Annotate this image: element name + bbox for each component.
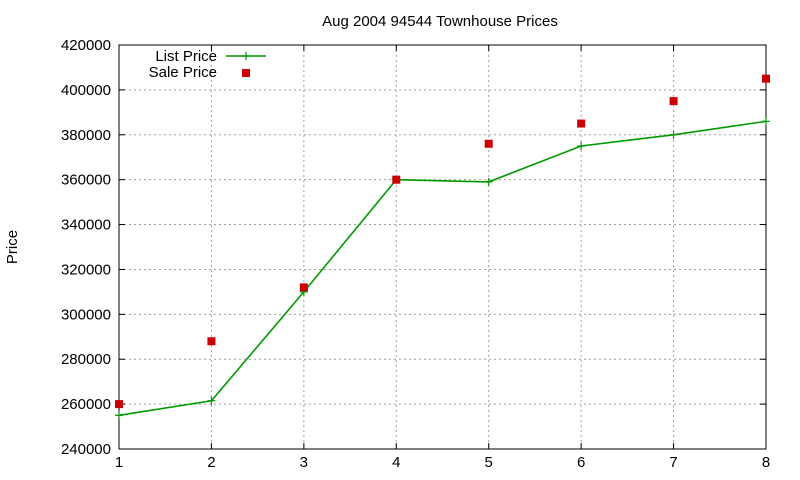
axis-layer: 240000 260000 280000 300000 320000 340000 3600… <box>61 37 770 471</box>
y-tick-label: 280000 <box>61 351 111 368</box>
list-price-point <box>577 142 586 150</box>
legend-label-list-price: List Price <box>155 48 217 65</box>
chart-title: Aug 2004 94544 Townhouse Prices <box>322 13 558 30</box>
list-price-point <box>762 117 770 126</box>
sale-price-point <box>577 119 586 128</box>
sale-price-point <box>207 337 216 346</box>
y-tick-label: 240000 <box>61 441 111 458</box>
x-tick-label: 6 <box>577 454 585 471</box>
series-layer <box>115 74 770 420</box>
sale-price-point <box>762 74 770 83</box>
y-axis-label: Price <box>4 230 21 264</box>
x-tick-label: 4 <box>392 454 400 471</box>
y-tick-label: 380000 <box>61 127 111 144</box>
grid-layer <box>119 45 766 449</box>
sale-price-point <box>669 97 678 106</box>
x-tick-label: 3 <box>300 454 308 471</box>
x-tick-label: 2 <box>207 454 215 471</box>
legend-marker-sale-price <box>242 69 250 77</box>
plot-frame <box>118 44 767 450</box>
x-tick-label: 8 <box>762 454 770 471</box>
sale-price-point <box>115 400 123 409</box>
y-tick-label: 260000 <box>61 396 111 413</box>
list-price-point <box>484 177 493 186</box>
legend-label-sale-price: Sale Price <box>149 64 217 81</box>
sale-price-point <box>392 175 401 184</box>
y-tick-label: 340000 <box>61 217 111 234</box>
x-tick-label: 1 <box>115 454 123 471</box>
sale-price-point <box>299 283 308 292</box>
list-price-point <box>207 396 216 405</box>
y-tick-label: 300000 <box>61 306 111 323</box>
y-tick-label: 360000 <box>61 172 111 189</box>
list-price-line <box>118 120 767 417</box>
legend-marker-list-price <box>242 52 250 60</box>
x-tick-label: 5 <box>485 454 493 471</box>
x-tick-label: 7 <box>669 454 677 471</box>
list-price-point <box>669 130 678 139</box>
y-tick-label: 320000 <box>61 261 111 278</box>
list-price-point <box>115 411 123 420</box>
sale-price-point <box>484 139 493 148</box>
y-tick-label: 400000 <box>61 82 111 99</box>
y-tick-label: 420000 <box>61 37 111 54</box>
